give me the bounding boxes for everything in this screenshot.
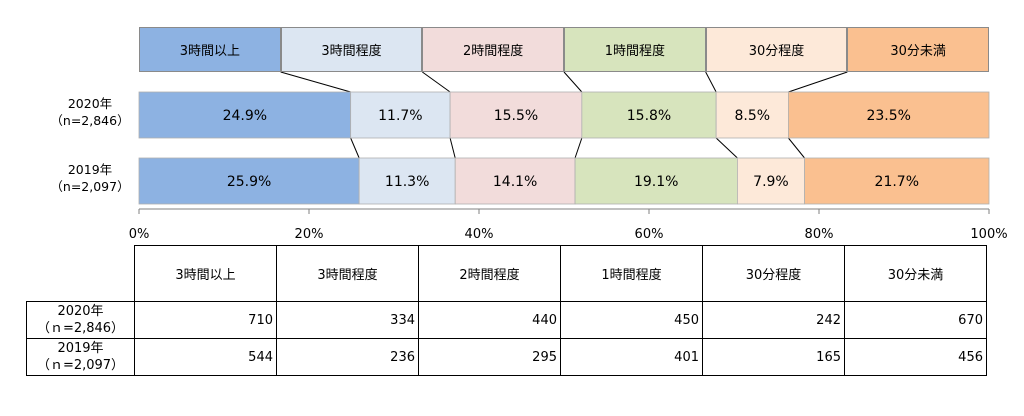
table-header: 30分程度	[702, 245, 845, 302]
data-label: 25.9%	[227, 174, 271, 190]
connector-line	[574, 137, 583, 159]
bar-segment	[350, 91, 451, 139]
legend-item: 3時間以上	[139, 27, 281, 72]
connector-line	[422, 71, 451, 93]
table-row: 2020年 （ｎ=2,846） 710 334 440 450 242 670	[26, 301, 987, 339]
x-tick-label: 0%	[128, 227, 150, 242]
data-label: 21.7%	[875, 174, 919, 190]
bar-segment	[737, 157, 805, 205]
legend-item: 30分程度	[705, 27, 848, 72]
x-tick-label: 60%	[634, 227, 664, 242]
table-cell: 710	[134, 301, 277, 339]
bar-segment	[788, 91, 990, 139]
data-label: 19.1%	[634, 174, 678, 190]
table-header: 3時間以上	[134, 245, 277, 302]
data-label: 11.7%	[378, 108, 422, 124]
table-cell: 440	[418, 301, 561, 339]
bar-segment	[358, 157, 456, 205]
x-tick-label: 20%	[294, 227, 324, 242]
table-row-label: 2020年 （ｎ=2,846）	[26, 301, 135, 339]
row-label-2020: 2020年 （n=2,846）	[50, 96, 130, 128]
table-row-label: 2019年 （ｎ=2,097）	[26, 338, 135, 376]
bar-segment	[454, 157, 576, 205]
x-tick-label: 100%	[970, 227, 1008, 242]
data-label: 11.3%	[385, 174, 429, 190]
connector-line	[350, 137, 360, 159]
data-label: 24.9%	[223, 108, 267, 124]
data-label: 23.5%	[866, 108, 910, 124]
data-label: 8.5%	[734, 108, 770, 124]
table-cell: 295	[418, 338, 561, 376]
row-label-2019: 2019年 （n=2,097）	[50, 162, 130, 194]
table-cell: 401	[560, 338, 703, 376]
x-tick-label: 40%	[464, 227, 494, 242]
counts-table: 3時間以上 3時間程度 2時間程度 1時間程度 30分程度 30分未満 2020…	[26, 245, 987, 376]
table-header: 30分未満	[844, 245, 987, 302]
connector-line	[705, 71, 717, 93]
connector-line	[449, 137, 456, 159]
legend-item: 3時間程度	[280, 27, 423, 72]
table-header-row: 3時間以上 3時間程度 2時間程度 1時間程度 30分程度 30分未満	[26, 245, 987, 302]
table-cell: 544	[134, 338, 277, 376]
data-label: 14.1%	[493, 174, 537, 190]
bar-segment	[581, 91, 717, 139]
table-cell: 165	[702, 338, 845, 376]
table-cell: 670	[844, 301, 987, 339]
connector-line	[788, 137, 805, 159]
table-cell: 236	[276, 338, 419, 376]
data-label: 7.9%	[753, 174, 789, 190]
legend-item: 1時間程度	[564, 27, 706, 72]
connector-line	[563, 71, 583, 93]
data-label: 15.5%	[494, 108, 538, 124]
legend-item: 2時間程度	[422, 27, 564, 72]
table-cell: 334	[276, 301, 419, 339]
connector-line	[788, 71, 848, 93]
connector-line	[715, 137, 738, 159]
table-row: 2019年 （ｎ=2,097） 544 236 295 401 165 456	[26, 338, 987, 376]
table-header: 2時間程度	[418, 245, 561, 302]
table-cell: 242	[702, 301, 845, 339]
table-header: 1時間程度	[560, 245, 703, 302]
bar-segment	[804, 157, 990, 205]
table-corner	[26, 245, 135, 302]
bar-segment	[449, 91, 583, 139]
legend-item: 30分未満	[847, 27, 989, 72]
x-tick-label: 80%	[804, 227, 834, 242]
bar-segment	[715, 91, 789, 139]
bar-segment	[574, 157, 738, 205]
bar-segment	[138, 157, 360, 205]
connector-line	[280, 71, 351, 93]
table-header: 3時間程度	[276, 245, 419, 302]
data-label: 15.8%	[627, 108, 671, 124]
table-cell: 450	[560, 301, 703, 339]
table-cell: 456	[844, 338, 987, 376]
stacked-bar-chart: 24.9% 11.7% 15.5% 15.8% 8.5% 23.5% 25.9% 11.3% 1…	[138, 71, 990, 214]
